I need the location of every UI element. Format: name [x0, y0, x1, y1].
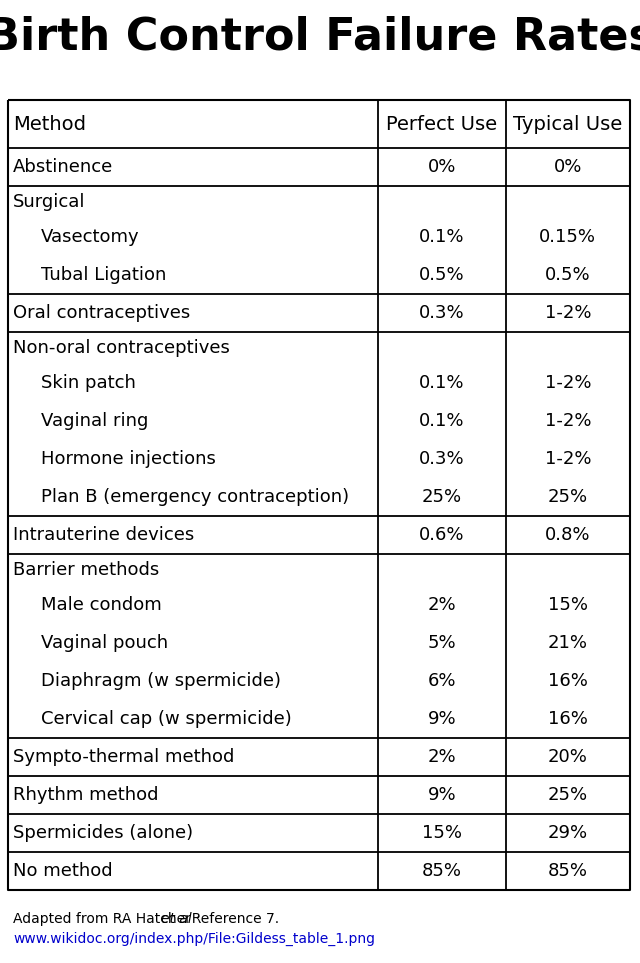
Text: 21%: 21%: [548, 634, 588, 652]
Text: 85%: 85%: [422, 862, 462, 880]
Text: Non-oral contraceptives: Non-oral contraceptives: [13, 339, 230, 357]
Text: 16%: 16%: [548, 672, 588, 690]
Text: 0.8%: 0.8%: [545, 526, 591, 544]
Text: 25%: 25%: [548, 786, 588, 804]
Text: Cervical cap (w spermicide): Cervical cap (w spermicide): [41, 710, 292, 728]
Text: 15%: 15%: [548, 596, 588, 614]
Text: Typical Use: Typical Use: [513, 115, 623, 134]
Text: Oral contraceptives: Oral contraceptives: [13, 304, 190, 322]
Text: 0.5%: 0.5%: [545, 266, 591, 284]
Text: Abstinence: Abstinence: [13, 158, 113, 176]
Text: 1-2%: 1-2%: [545, 412, 591, 430]
Text: 0.1%: 0.1%: [419, 228, 465, 246]
Text: 0.5%: 0.5%: [419, 266, 465, 284]
Text: 0.1%: 0.1%: [419, 374, 465, 392]
Text: No method: No method: [13, 862, 113, 880]
Text: www.wikidoc.org/index.php/File:Gildess_table_1.png: www.wikidoc.org/index.php/File:Gildess_t…: [13, 932, 375, 946]
Text: 2%: 2%: [428, 748, 456, 766]
Text: Vaginal ring: Vaginal ring: [41, 412, 148, 430]
Text: . Reference 7.: . Reference 7.: [183, 912, 279, 926]
Text: 25%: 25%: [548, 488, 588, 506]
Text: Vasectomy: Vasectomy: [41, 228, 140, 246]
Text: Intrauterine devices: Intrauterine devices: [13, 526, 195, 544]
Text: Spermicides (alone): Spermicides (alone): [13, 824, 193, 842]
Text: Skin patch: Skin patch: [41, 374, 136, 392]
Text: 16%: 16%: [548, 710, 588, 728]
Text: 1-2%: 1-2%: [545, 450, 591, 468]
Text: 1-2%: 1-2%: [545, 374, 591, 392]
Text: 0.1%: 0.1%: [419, 412, 465, 430]
Text: 20%: 20%: [548, 748, 588, 766]
Text: Birth Control Failure Rates: Birth Control Failure Rates: [0, 16, 640, 59]
Text: 0%: 0%: [554, 158, 582, 176]
Text: 0.6%: 0.6%: [419, 526, 465, 544]
Text: 25%: 25%: [422, 488, 462, 506]
Text: Male condom: Male condom: [41, 596, 162, 614]
Text: Barrier methods: Barrier methods: [13, 561, 159, 579]
Text: 85%: 85%: [548, 862, 588, 880]
Text: Plan B (emergency contraception): Plan B (emergency contraception): [41, 488, 349, 506]
Text: Sympto-thermal method: Sympto-thermal method: [13, 748, 234, 766]
Text: 9%: 9%: [428, 786, 456, 804]
Text: Adapted from RA Hatcher: Adapted from RA Hatcher: [13, 912, 195, 926]
Text: Perfect Use: Perfect Use: [387, 115, 497, 134]
Text: 2%: 2%: [428, 596, 456, 614]
Text: Hormone injections: Hormone injections: [41, 450, 216, 468]
Text: Method: Method: [13, 115, 86, 134]
Text: Vaginal pouch: Vaginal pouch: [41, 634, 168, 652]
Text: 9%: 9%: [428, 710, 456, 728]
Text: Tubal Ligation: Tubal Ligation: [41, 266, 166, 284]
Text: 6%: 6%: [428, 672, 456, 690]
Text: 1-2%: 1-2%: [545, 304, 591, 322]
Text: Surgical: Surgical: [13, 193, 86, 211]
Text: 0.3%: 0.3%: [419, 450, 465, 468]
Text: et al: et al: [161, 912, 192, 926]
Text: 0%: 0%: [428, 158, 456, 176]
Text: 0.3%: 0.3%: [419, 304, 465, 322]
Text: 29%: 29%: [548, 824, 588, 842]
Text: Diaphragm (w spermicide): Diaphragm (w spermicide): [41, 672, 281, 690]
Text: Rhythm method: Rhythm method: [13, 786, 159, 804]
Text: 5%: 5%: [428, 634, 456, 652]
Text: 15%: 15%: [422, 824, 462, 842]
Text: 0.15%: 0.15%: [540, 228, 596, 246]
